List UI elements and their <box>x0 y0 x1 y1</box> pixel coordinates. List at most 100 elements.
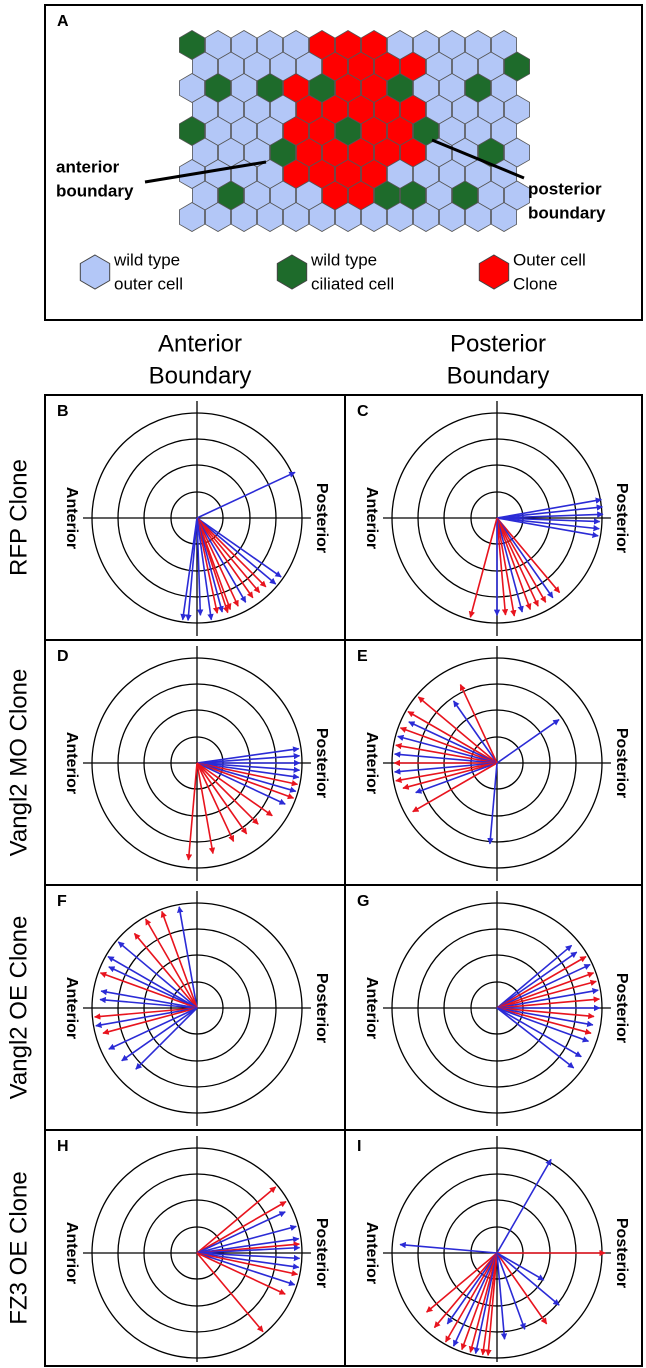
cilia-arrow <box>196 1252 264 1333</box>
cilia-arrow <box>196 471 296 519</box>
panel-label: A <box>57 13 69 30</box>
cilia-arrow <box>196 517 247 603</box>
cilia-arrow <box>144 918 198 1009</box>
cilia-arrow <box>496 517 599 538</box>
cilia-arrow <box>196 517 230 614</box>
cilia-arrow <box>196 517 261 594</box>
cilia-arrow <box>480 1252 498 1356</box>
cilia-arrow <box>496 1007 575 1069</box>
cilia-arrow <box>196 517 204 616</box>
cilia-arrow <box>196 1186 277 1254</box>
cell <box>308 202 336 232</box>
cilia-arrow <box>395 743 498 764</box>
panel-label: B <box>57 403 69 420</box>
cilia-arrow <box>196 1252 286 1295</box>
cilia-arrow <box>196 1252 300 1270</box>
cilia-arrow <box>196 762 301 773</box>
column-header: Anterior <box>158 330 242 357</box>
cilia-arrow <box>196 517 254 599</box>
side-label: Anterior <box>63 487 80 549</box>
legend-swatch <box>478 254 510 290</box>
side-label: Posterior <box>613 483 630 553</box>
side-label: Anterior <box>63 732 80 794</box>
cilia-arrow <box>185 517 198 621</box>
row-label: RFP Clone <box>5 459 32 576</box>
cilia-arrow <box>196 1236 300 1254</box>
side-label: Posterior <box>613 973 630 1043</box>
panel-label: E <box>357 648 368 665</box>
side-label: Anterior <box>363 977 380 1039</box>
cilia-arrow <box>496 1007 590 1043</box>
cilia-arrow <box>196 762 297 793</box>
cilia-arrow <box>121 1007 198 1062</box>
legend-label: Clone <box>513 274 557 293</box>
panel-label: D <box>57 648 69 665</box>
cilia-arrow <box>496 517 600 532</box>
panel-label: I <box>357 1138 361 1155</box>
cilia-arrow <box>395 762 498 783</box>
cilia-arrow <box>459 684 498 764</box>
side-label: Anterior <box>63 1222 80 1284</box>
cilia-arrow <box>399 726 498 764</box>
cilia-arrow <box>468 1252 498 1353</box>
cilia-arrow <box>412 762 498 813</box>
cilia-arrow <box>402 762 498 790</box>
cilia-arrow <box>394 762 498 775</box>
cilia-arrow <box>133 932 198 1009</box>
cilia-arrow <box>496 517 524 613</box>
cilia-arrow <box>196 517 224 613</box>
cilia-arrow <box>196 762 299 787</box>
cilia-arrow <box>160 910 198 1009</box>
cilia-arrow <box>94 1007 198 1020</box>
legend: wild type outer cell wild type ciliated cel… <box>79 250 586 293</box>
cilia-arrow <box>496 944 573 1009</box>
cilia-arrow <box>407 710 498 764</box>
cilia-arrow <box>487 762 498 845</box>
panel-frame <box>344 1129 643 1367</box>
cilia-arrow <box>394 751 498 764</box>
column-header: Posterior <box>450 330 546 357</box>
cilia-arrow <box>196 762 248 835</box>
cilia-arrow <box>180 517 198 621</box>
row-label: FZ3 OE Clone <box>5 1171 32 1324</box>
cilia-arrow <box>496 951 578 1009</box>
cilia-arrow <box>496 517 539 607</box>
cilia-arrow <box>196 1252 296 1287</box>
cilia-arrow <box>496 517 554 599</box>
cilia-arrow <box>496 996 600 1009</box>
cell <box>334 202 362 232</box>
hex-grid <box>178 30 530 232</box>
cilia-arrow <box>417 696 498 764</box>
side-label: Posterior <box>613 1218 630 1288</box>
side-label: Posterior <box>313 483 330 553</box>
cilia-arrow <box>496 718 560 764</box>
cilia-arrow <box>496 497 603 519</box>
cilia-arrow <box>108 966 198 1009</box>
annotation: boundary <box>56 181 134 200</box>
cilia-arrow <box>196 762 259 825</box>
cell <box>204 202 232 232</box>
column-header: Boundary <box>149 362 252 389</box>
legend-label: Outer cell <box>513 250 586 269</box>
panel-frame <box>44 1129 346 1367</box>
panel-label: F <box>57 893 67 910</box>
panel-a-frame <box>44 4 643 321</box>
cilia-arrow <box>196 1252 301 1262</box>
cilia-arrow <box>496 1007 595 1020</box>
legend-label: wild type <box>113 250 180 269</box>
side-label: Anterior <box>363 732 380 794</box>
annotation: boundary <box>528 203 606 222</box>
cilia-arrow <box>95 1007 198 1028</box>
cilia-arrow <box>117 941 198 1009</box>
cilia-arrow <box>496 1007 594 1028</box>
cilia-arrow <box>135 1007 198 1070</box>
legend-label: outer cell <box>114 274 183 293</box>
cilia-arrow <box>196 517 214 621</box>
cilia-arrow <box>399 1241 498 1254</box>
cell <box>256 202 284 232</box>
side-label: Posterior <box>313 728 330 798</box>
cell <box>464 202 492 232</box>
cell <box>438 202 466 232</box>
cell <box>178 202 206 232</box>
annotation: posterior <box>528 179 602 198</box>
